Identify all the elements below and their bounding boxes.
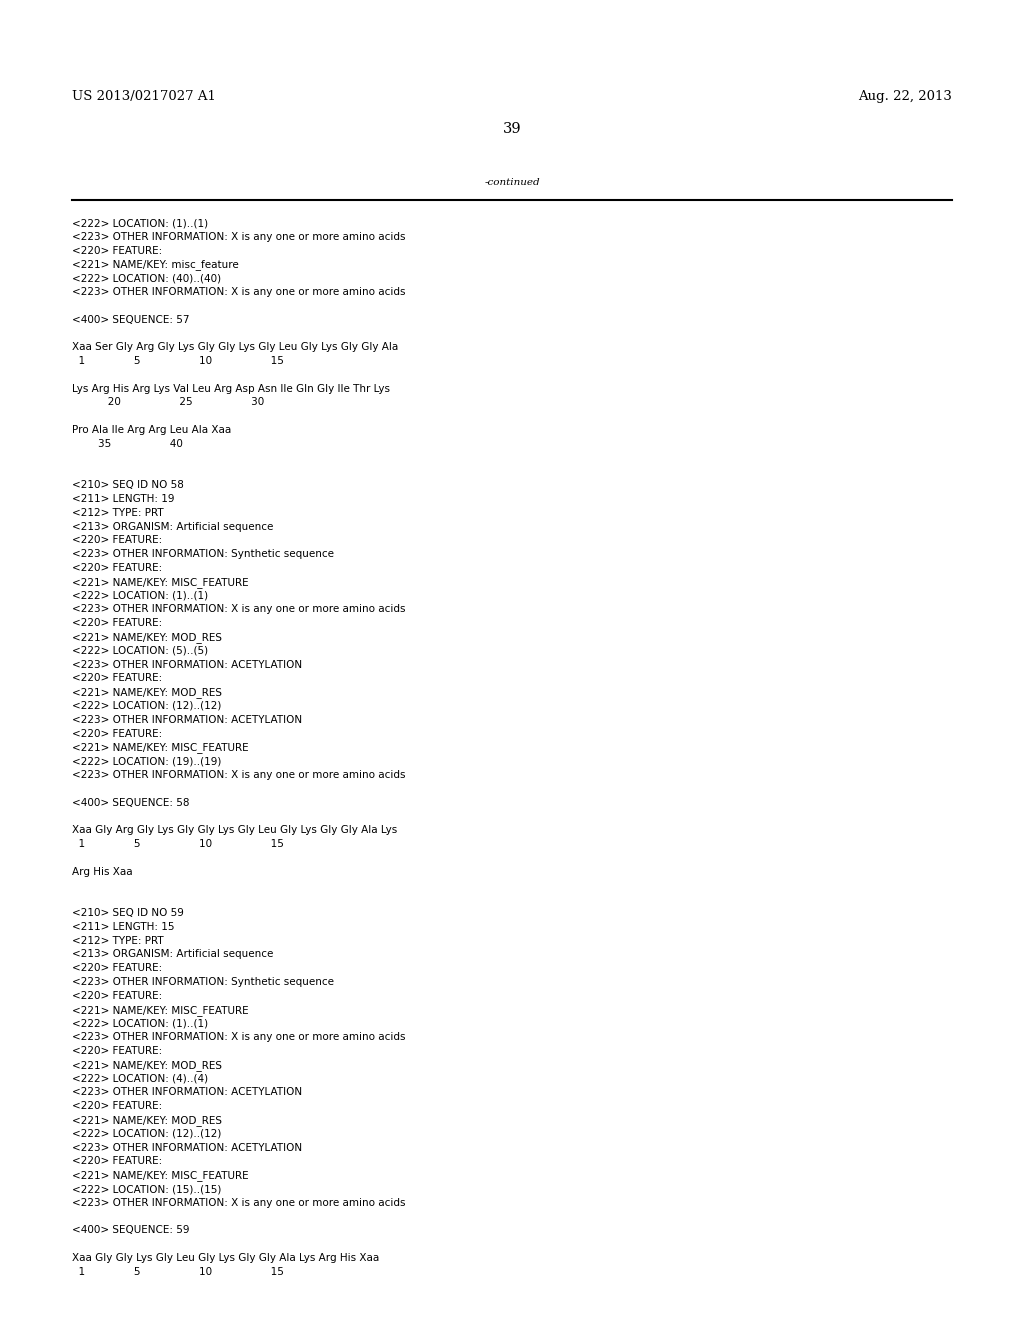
Text: <221> NAME/KEY: MOD_RES: <221> NAME/KEY: MOD_RES <box>72 688 222 698</box>
Text: <221> NAME/KEY: misc_feature: <221> NAME/KEY: misc_feature <box>72 260 239 271</box>
Text: <220> FEATURE:: <220> FEATURE: <box>72 729 162 739</box>
Text: <223> OTHER INFORMATION: ACETYLATION: <223> OTHER INFORMATION: ACETYLATION <box>72 715 302 725</box>
Text: <400> SEQUENCE: 58: <400> SEQUENCE: 58 <box>72 797 189 808</box>
Text: <223> OTHER INFORMATION: X is any one or more amino acids: <223> OTHER INFORMATION: X is any one or… <box>72 232 406 242</box>
Text: <221> NAME/KEY: MISC_FEATURE: <221> NAME/KEY: MISC_FEATURE <box>72 1005 249 1015</box>
Text: 1               5                  10                  15: 1 5 10 15 <box>72 1267 284 1276</box>
Text: Xaa Gly Gly Lys Gly Leu Gly Lys Gly Gly Ala Lys Arg His Xaa: Xaa Gly Gly Lys Gly Leu Gly Lys Gly Gly … <box>72 1253 379 1263</box>
Text: <400> SEQUENCE: 57: <400> SEQUENCE: 57 <box>72 314 189 325</box>
Text: <210> SEQ ID NO 58: <210> SEQ ID NO 58 <box>72 480 184 490</box>
Text: <223> OTHER INFORMATION: ACETYLATION: <223> OTHER INFORMATION: ACETYLATION <box>72 1088 302 1097</box>
Text: <222> LOCATION: (15)..(15): <222> LOCATION: (15)..(15) <box>72 1184 221 1195</box>
Text: Xaa Ser Gly Arg Gly Lys Gly Gly Lys Gly Leu Gly Lys Gly Gly Ala: Xaa Ser Gly Arg Gly Lys Gly Gly Lys Gly … <box>72 342 398 352</box>
Text: <223> OTHER INFORMATION: ACETYLATION: <223> OTHER INFORMATION: ACETYLATION <box>72 660 302 669</box>
Text: <220> FEATURE:: <220> FEATURE: <box>72 1101 162 1111</box>
Text: 20                  25                  30: 20 25 30 <box>72 397 264 408</box>
Text: 35                  40: 35 40 <box>72 438 183 449</box>
Text: Arg His Xaa: Arg His Xaa <box>72 867 133 876</box>
Text: 39: 39 <box>503 121 521 136</box>
Text: <221> NAME/KEY: MOD_RES: <221> NAME/KEY: MOD_RES <box>72 1115 222 1126</box>
Text: <211> LENGTH: 19: <211> LENGTH: 19 <box>72 494 174 504</box>
Text: -continued: -continued <box>484 178 540 187</box>
Text: <222> LOCATION: (12)..(12): <222> LOCATION: (12)..(12) <box>72 701 221 711</box>
Text: <223> OTHER INFORMATION: X is any one or more amino acids: <223> OTHER INFORMATION: X is any one or… <box>72 1032 406 1043</box>
Text: <223> OTHER INFORMATION: X is any one or more amino acids: <223> OTHER INFORMATION: X is any one or… <box>72 605 406 614</box>
Text: <220> FEATURE:: <220> FEATURE: <box>72 991 162 1001</box>
Text: <222> LOCATION: (4)..(4): <222> LOCATION: (4)..(4) <box>72 1073 208 1084</box>
Text: <220> FEATURE:: <220> FEATURE: <box>72 246 162 256</box>
Text: <222> LOCATION: (1)..(1): <222> LOCATION: (1)..(1) <box>72 1019 208 1028</box>
Text: <220> FEATURE:: <220> FEATURE: <box>72 536 162 545</box>
Text: <221> NAME/KEY: MISC_FEATURE: <221> NAME/KEY: MISC_FEATURE <box>72 1171 249 1181</box>
Text: <222> LOCATION: (5)..(5): <222> LOCATION: (5)..(5) <box>72 645 208 656</box>
Text: Aug. 22, 2013: Aug. 22, 2013 <box>858 90 952 103</box>
Text: <223> OTHER INFORMATION: X is any one or more amino acids: <223> OTHER INFORMATION: X is any one or… <box>72 1197 406 1208</box>
Text: <220> FEATURE:: <220> FEATURE: <box>72 564 162 573</box>
Text: <223> OTHER INFORMATION: X is any one or more amino acids: <223> OTHER INFORMATION: X is any one or… <box>72 770 406 780</box>
Text: Pro Ala Ile Arg Arg Leu Ala Xaa: Pro Ala Ile Arg Arg Leu Ala Xaa <box>72 425 231 436</box>
Text: <223> OTHER INFORMATION: X is any one or more amino acids: <223> OTHER INFORMATION: X is any one or… <box>72 286 406 297</box>
Text: <212> TYPE: PRT: <212> TYPE: PRT <box>72 508 164 517</box>
Text: 1               5                  10                  15: 1 5 10 15 <box>72 356 284 366</box>
Text: <223> OTHER INFORMATION: Synthetic sequence: <223> OTHER INFORMATION: Synthetic seque… <box>72 977 334 987</box>
Text: <213> ORGANISM: Artificial sequence: <213> ORGANISM: Artificial sequence <box>72 949 273 960</box>
Text: <222> LOCATION: (1)..(1): <222> LOCATION: (1)..(1) <box>72 218 208 228</box>
Text: Xaa Gly Arg Gly Lys Gly Gly Lys Gly Leu Gly Lys Gly Gly Ala Lys: Xaa Gly Arg Gly Lys Gly Gly Lys Gly Leu … <box>72 825 397 836</box>
Text: <211> LENGTH: 15: <211> LENGTH: 15 <box>72 921 174 932</box>
Text: <223> OTHER INFORMATION: ACETYLATION: <223> OTHER INFORMATION: ACETYLATION <box>72 1143 302 1152</box>
Text: <220> FEATURE:: <220> FEATURE: <box>72 673 162 684</box>
Text: <221> NAME/KEY: MISC_FEATURE: <221> NAME/KEY: MISC_FEATURE <box>72 742 249 754</box>
Text: <221> NAME/KEY: MISC_FEATURE: <221> NAME/KEY: MISC_FEATURE <box>72 577 249 587</box>
Text: <400> SEQUENCE: 59: <400> SEQUENCE: 59 <box>72 1225 189 1236</box>
Text: <220> FEATURE:: <220> FEATURE: <box>72 964 162 973</box>
Text: <222> LOCATION: (40)..(40): <222> LOCATION: (40)..(40) <box>72 273 221 284</box>
Text: <220> FEATURE:: <220> FEATURE: <box>72 618 162 628</box>
Text: <222> LOCATION: (1)..(1): <222> LOCATION: (1)..(1) <box>72 590 208 601</box>
Text: <213> ORGANISM: Artificial sequence: <213> ORGANISM: Artificial sequence <box>72 521 273 532</box>
Text: <212> TYPE: PRT: <212> TYPE: PRT <box>72 936 164 945</box>
Text: <223> OTHER INFORMATION: Synthetic sequence: <223> OTHER INFORMATION: Synthetic seque… <box>72 549 334 560</box>
Text: 1               5                  10                  15: 1 5 10 15 <box>72 840 284 849</box>
Text: <222> LOCATION: (19)..(19): <222> LOCATION: (19)..(19) <box>72 756 221 766</box>
Text: Lys Arg His Arg Lys Val Leu Arg Asp Asn Ile Gln Gly Ile Thr Lys: Lys Arg His Arg Lys Val Leu Arg Asp Asn … <box>72 384 390 393</box>
Text: <220> FEATURE:: <220> FEATURE: <box>72 1045 162 1056</box>
Text: <210> SEQ ID NO 59: <210> SEQ ID NO 59 <box>72 908 184 917</box>
Text: <221> NAME/KEY: MOD_RES: <221> NAME/KEY: MOD_RES <box>72 1060 222 1071</box>
Text: <222> LOCATION: (12)..(12): <222> LOCATION: (12)..(12) <box>72 1129 221 1139</box>
Text: <220> FEATURE:: <220> FEATURE: <box>72 1156 162 1167</box>
Text: <221> NAME/KEY: MOD_RES: <221> NAME/KEY: MOD_RES <box>72 632 222 643</box>
Text: US 2013/0217027 A1: US 2013/0217027 A1 <box>72 90 216 103</box>
